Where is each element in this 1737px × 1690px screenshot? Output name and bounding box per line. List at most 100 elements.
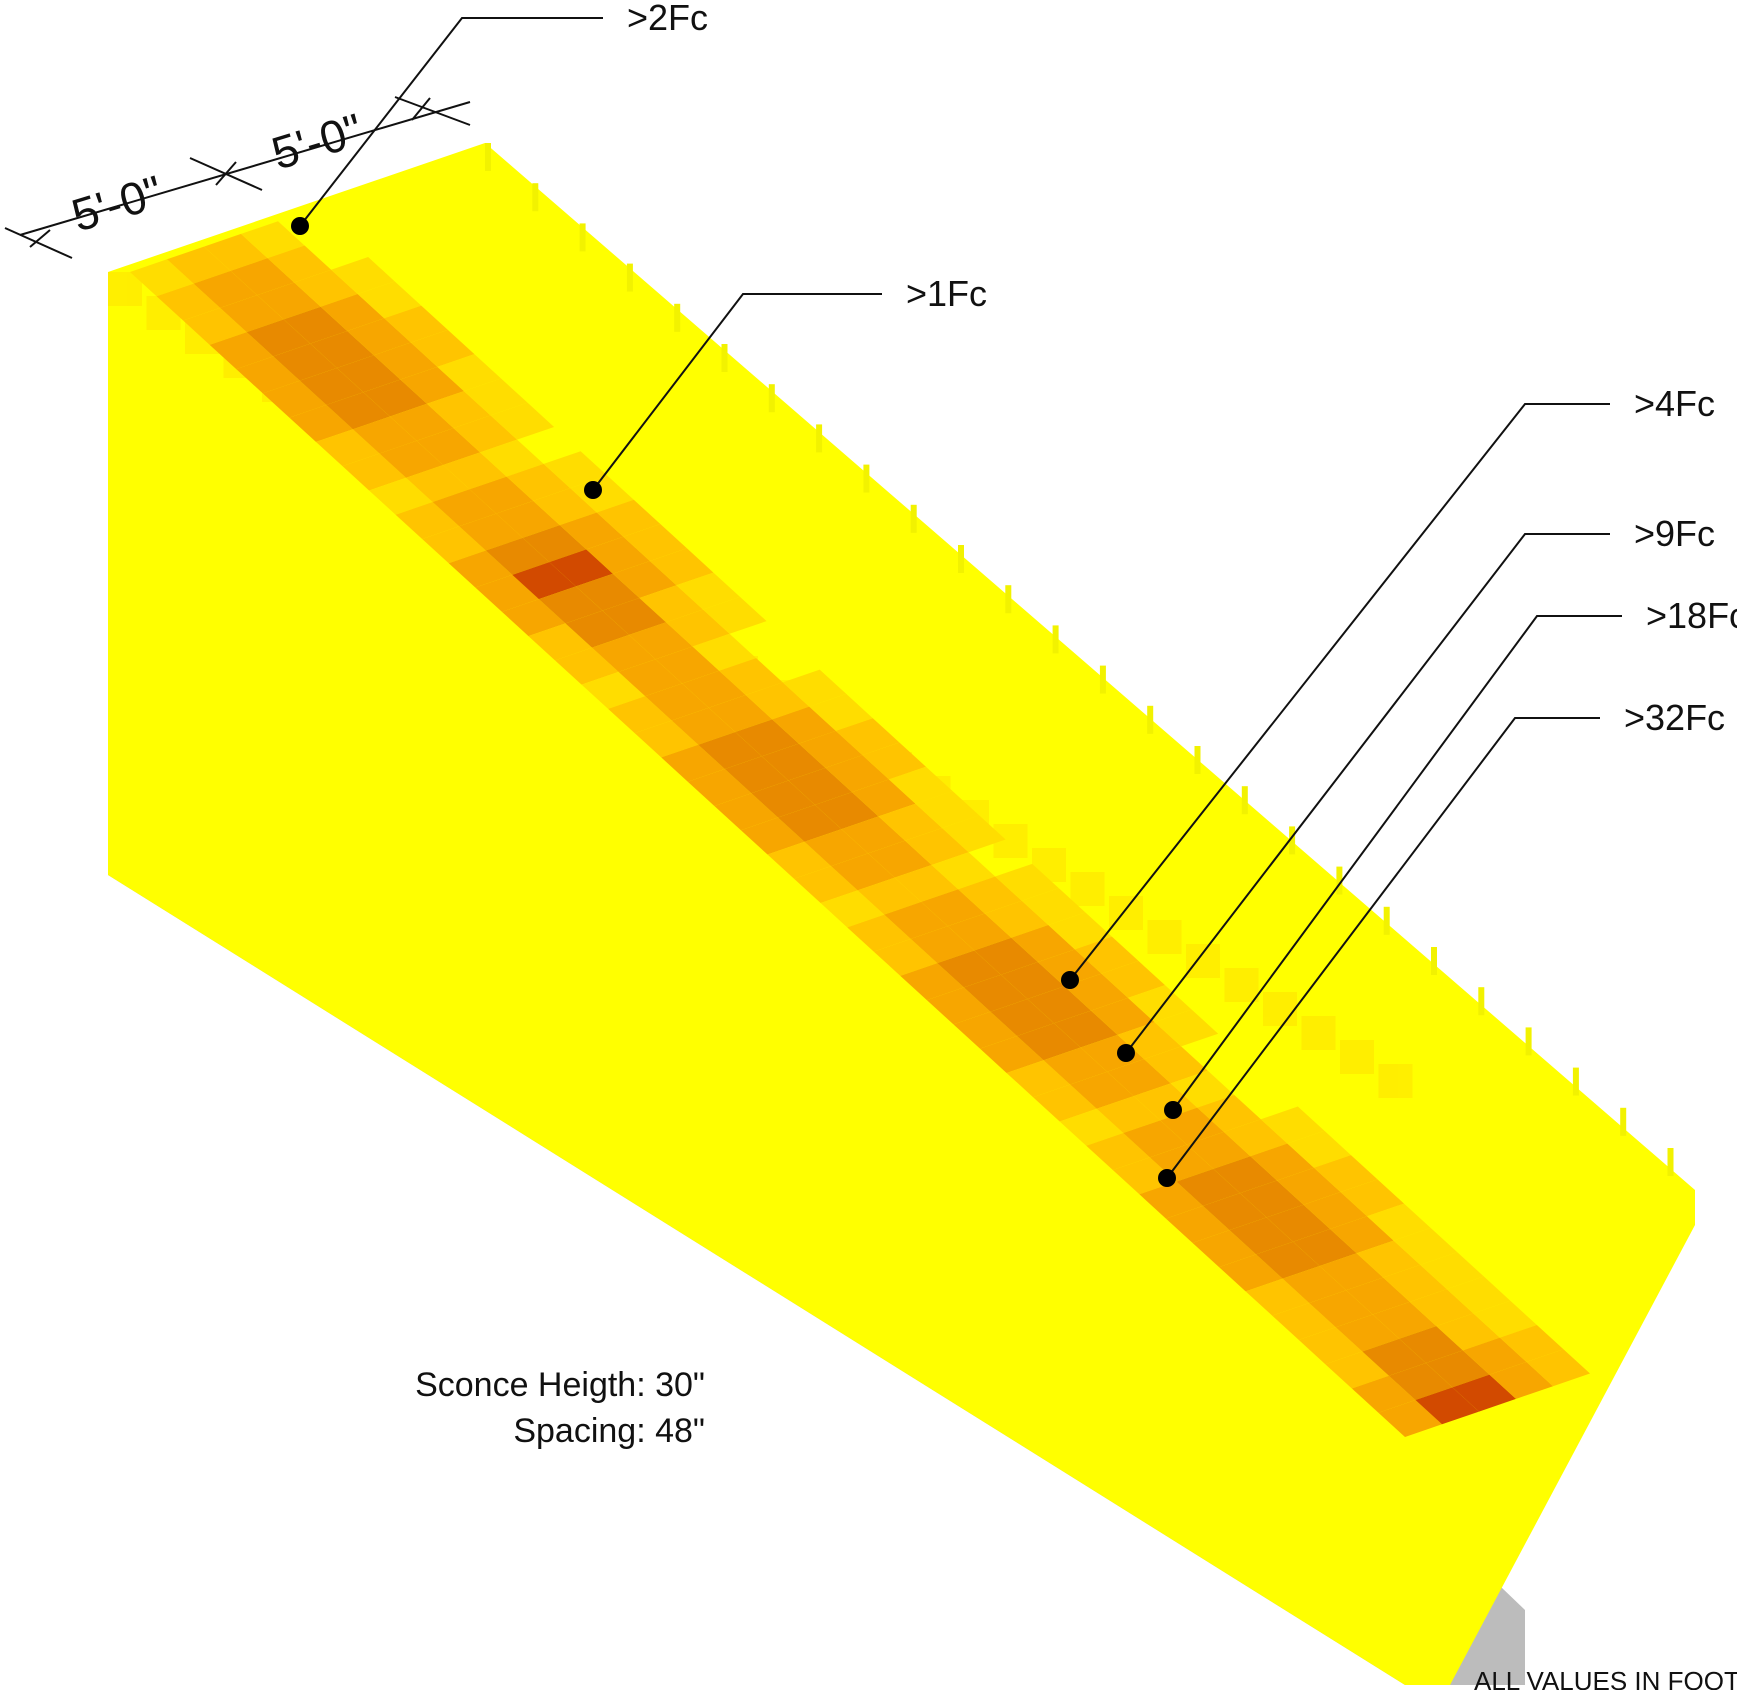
illuminance-cell (395, 502, 460, 539)
riser-notch (1289, 826, 1296, 855)
illuminance-cell (1202, 1193, 1267, 1231)
illuminance-cell (649, 548, 714, 586)
illuminance-cell (416, 428, 481, 466)
illuminance-cell (1420, 1252, 1484, 1290)
illuminance-cell (777, 804, 842, 842)
riser-notch (1478, 987, 1485, 1016)
illuminance-cell (336, 355, 401, 393)
illuminance-cell (1048, 912, 1112, 950)
illuminance-cell (942, 815, 1006, 853)
illuminance-cell (931, 852, 996, 890)
riser-notch (1383, 906, 1390, 935)
illuminance-cell (406, 465, 470, 503)
callout-32fc: >32Fc (1624, 697, 1725, 738)
illuminance-cell (703, 596, 767, 634)
illuminance-cell (719, 658, 783, 696)
illuminance-cell (1096, 1096, 1161, 1134)
illuminance-cell (761, 743, 826, 781)
illuminance-cell (581, 671, 646, 709)
dim-slash-mid (215, 161, 237, 186)
illuminance-cell (618, 659, 683, 697)
illuminance-cell (204, 233, 268, 271)
illuminance-cell (1027, 986, 1091, 1024)
illuminance-cell (1399, 1326, 1463, 1364)
illuminance-cell (884, 901, 948, 939)
illuminance-cell (708, 695, 773, 733)
riser-notch (768, 384, 775, 413)
illuminance-cell (1340, 1179, 1405, 1217)
riser-notch (1525, 1027, 1532, 1056)
illuminance-cell (1293, 1229, 1357, 1266)
illuminance-cell (751, 780, 815, 818)
illuminance-cell (1266, 1204, 1331, 1242)
illuminance-cell (671, 707, 736, 745)
illuminance-cell (422, 526, 486, 564)
illuminance-cell (533, 488, 597, 526)
illuminance-cell (873, 938, 938, 976)
illuminance-cell (267, 245, 332, 283)
illuminance-cell (937, 950, 1001, 988)
illuminance-cell (1378, 1400, 1442, 1437)
riser-notch (485, 143, 491, 171)
illuminance-cell (1165, 1205, 1230, 1243)
callout-18fc: >18Fc (1646, 595, 1737, 636)
riser-notch (816, 424, 823, 453)
illuminance-cell (130, 259, 194, 297)
illuminance-cell (953, 1011, 1017, 1049)
illuminance-cell (1219, 1254, 1283, 1292)
illuminance-cell (1473, 1300, 1537, 1338)
illuminance-cell (990, 998, 1054, 1036)
illuminance-cell (342, 453, 407, 491)
illuminance-cell (1351, 1375, 1416, 1413)
illuminance-cell (283, 306, 348, 344)
illuminance-cell (347, 318, 411, 356)
illuminance-cell (1192, 1230, 1257, 1268)
illuminance-cell (847, 914, 911, 952)
riser-notch (863, 464, 870, 493)
illuminance-cell (1313, 1155, 1378, 1193)
illuminance-cell (1272, 1302, 1336, 1340)
illuminance-cell (1335, 1314, 1400, 1352)
illuminance-cell (676, 572, 740, 610)
illuminance-cell (1372, 1301, 1437, 1339)
riser-notch (1431, 947, 1437, 975)
riser-notch (1241, 786, 1248, 815)
illuminance-cell (1260, 1106, 1325, 1144)
dimension-label-left: 5'-0" (66, 165, 169, 242)
illuminance-cell (1021, 888, 1086, 926)
riser-notch (1667, 1148, 1674, 1176)
illuminance-cell (1436, 1313, 1500, 1351)
illuminance-cell (315, 429, 380, 467)
illuminance-cell (1309, 1290, 1373, 1328)
illuminance-cell (512, 562, 576, 600)
illuminance-cell (947, 913, 1012, 951)
illuminance-cell (1319, 1253, 1384, 1291)
illuminance-cell (1170, 1070, 1235, 1108)
sconce-height-note: Sconce Heigth: 30" (415, 1366, 705, 1404)
callout-9fc: >9Fc (1634, 513, 1715, 554)
illuminance-cell (1282, 1265, 1347, 1303)
illuminance-cell (555, 647, 619, 685)
illuminance-cell (1367, 1203, 1431, 1241)
illuminance-cell (1526, 1349, 1590, 1387)
illuminance-cell (602, 597, 666, 635)
leader-32fc (1166, 717, 1600, 1179)
illuminance-cell (915, 791, 980, 828)
illuminance-cell (369, 477, 433, 515)
illuminance-cell (1054, 1010, 1118, 1048)
illuminance-cell (596, 499, 661, 537)
illuminance-cell (835, 718, 900, 756)
illuminance-cell (384, 305, 448, 343)
dot-9fc (1117, 1044, 1135, 1062)
illuminance-cell (1229, 1217, 1294, 1255)
illuminance-cell (379, 440, 444, 478)
riser-notch (1572, 1067, 1579, 1096)
illuminance-cell (1000, 962, 1065, 999)
illuminance-cell (1128, 985, 1192, 1023)
spacing-note: Spacing: 48" (513, 1412, 705, 1450)
illuminance-cell (788, 767, 852, 805)
illuminance-cell (1223, 1119, 1288, 1157)
illuminance-cell (1006, 1060, 1071, 1098)
illuminance-cell (814, 792, 879, 830)
illuminance-cell (809, 693, 873, 731)
